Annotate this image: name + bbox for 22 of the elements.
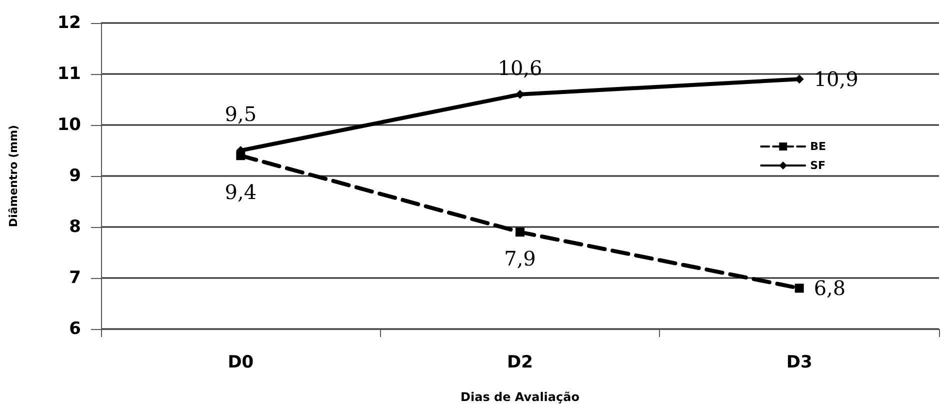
data-label: 9,4 [224, 180, 257, 204]
y-tick-label: 9 [69, 166, 81, 186]
data-label: 9,5 [224, 102, 257, 126]
y-axis-title: Diâmentro (mm) [7, 124, 20, 228]
x-tick-label: D3 [786, 352, 812, 372]
y-tick-label: 12 [57, 13, 81, 33]
legend-label: SF [810, 159, 826, 172]
y-tick-label: 10 [57, 115, 82, 135]
data-label: 10,6 [498, 56, 542, 80]
y-tick-label: 6 [69, 319, 81, 339]
point [516, 228, 524, 237]
y-tick-label: 7 [69, 268, 81, 288]
x-tick-label: D2 [507, 352, 533, 372]
y-tick-label: 11 [57, 64, 81, 84]
point [794, 284, 804, 293]
data-label: 6,8 [814, 276, 846, 300]
legend-label: BE [810, 140, 826, 153]
x-axis-title: Dias de Avaliação [460, 390, 580, 404]
y-tick-label: 8 [69, 217, 81, 237]
x-tick-label: D0 [228, 352, 254, 372]
data-label: 7,9 [504, 246, 536, 271]
data-label: 10,9 [814, 67, 858, 92]
